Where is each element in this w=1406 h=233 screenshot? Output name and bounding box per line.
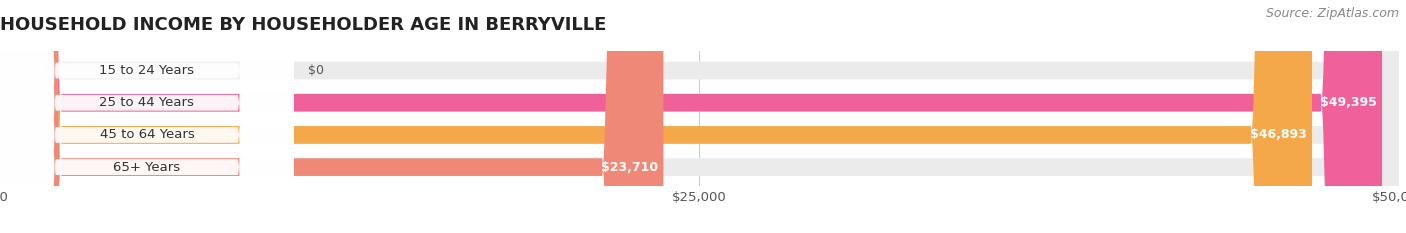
Text: $0: $0: [308, 64, 323, 77]
FancyBboxPatch shape: [0, 0, 664, 233]
Text: 25 to 44 Years: 25 to 44 Years: [100, 96, 194, 109]
Text: 65+ Years: 65+ Years: [114, 161, 180, 174]
Text: Source: ZipAtlas.com: Source: ZipAtlas.com: [1265, 7, 1399, 20]
Text: HOUSEHOLD INCOME BY HOUSEHOLDER AGE IN BERRYVILLE: HOUSEHOLD INCOME BY HOUSEHOLDER AGE IN B…: [0, 16, 606, 34]
Text: $46,893: $46,893: [1250, 128, 1306, 141]
FancyBboxPatch shape: [0, 0, 294, 233]
FancyBboxPatch shape: [0, 0, 294, 233]
FancyBboxPatch shape: [0, 0, 1312, 233]
FancyBboxPatch shape: [0, 0, 294, 233]
FancyBboxPatch shape: [0, 0, 294, 233]
Text: 15 to 24 Years: 15 to 24 Years: [100, 64, 194, 77]
Text: 45 to 64 Years: 45 to 64 Years: [100, 128, 194, 141]
Text: $23,710: $23,710: [600, 161, 658, 174]
Text: $49,395: $49,395: [1320, 96, 1376, 109]
